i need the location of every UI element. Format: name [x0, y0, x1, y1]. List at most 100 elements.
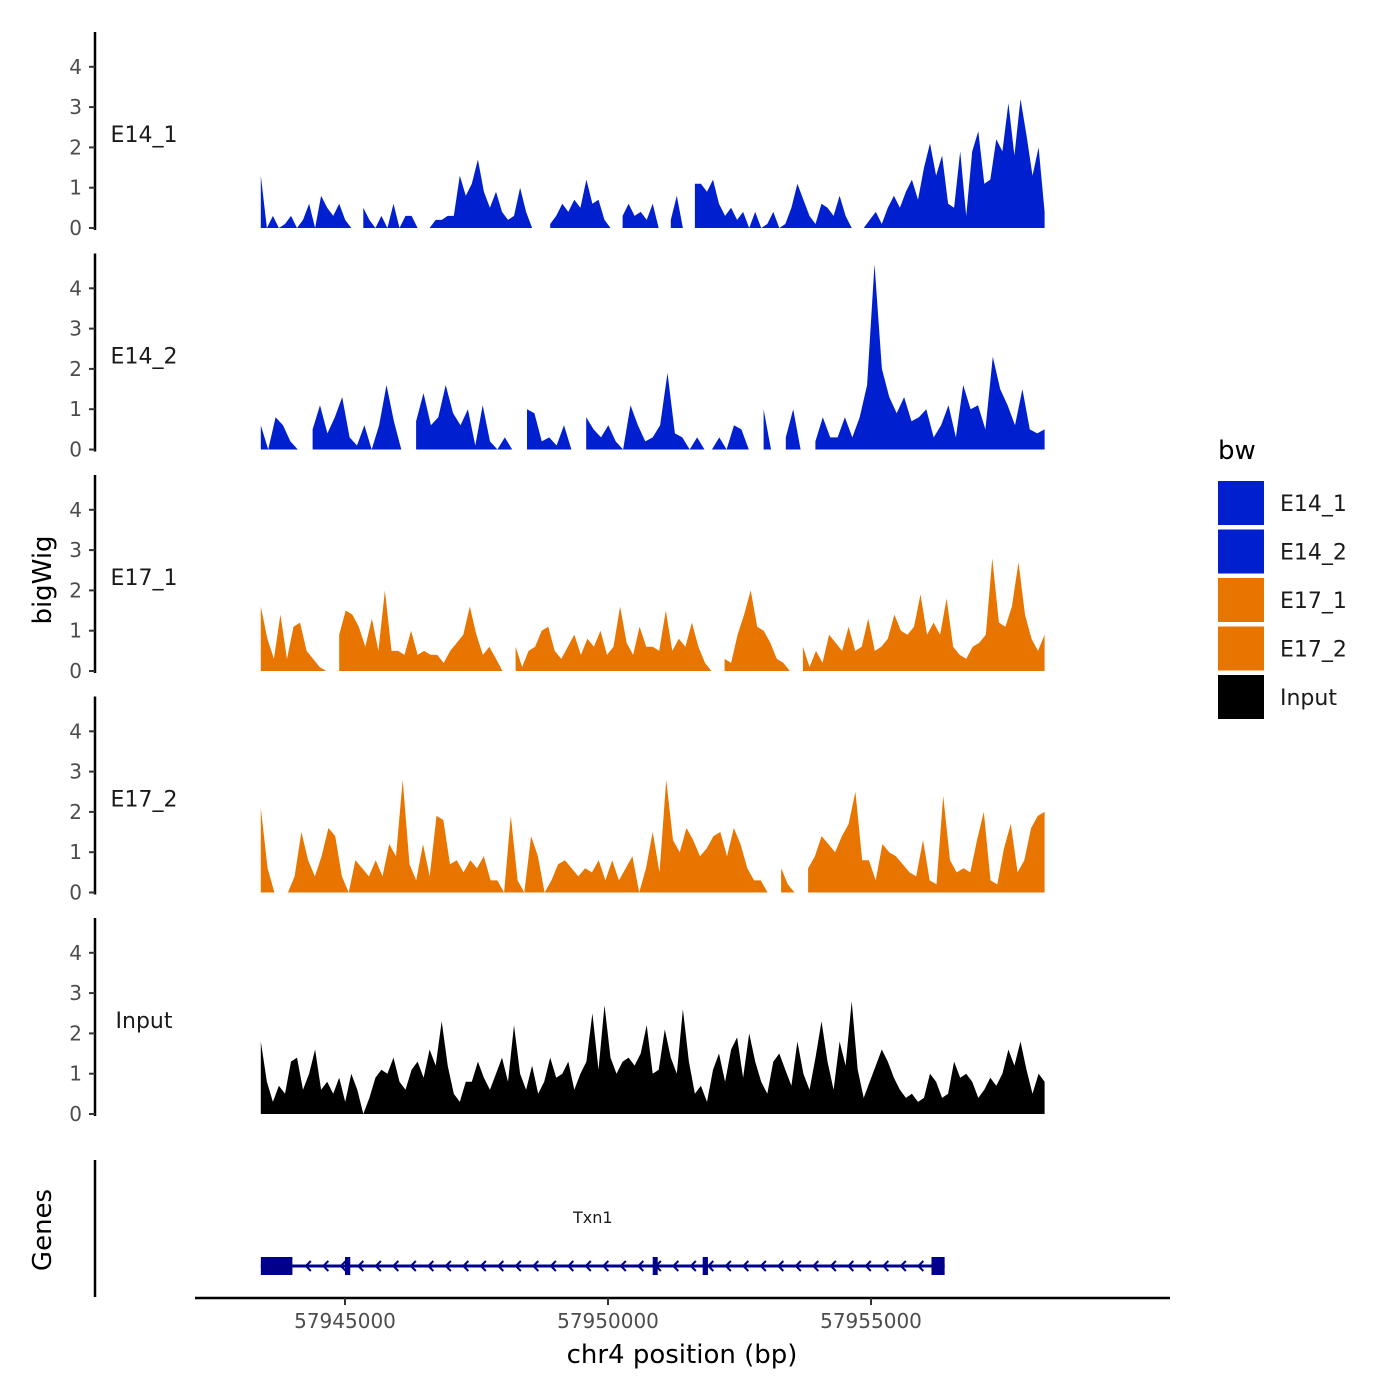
strand-arrow	[374, 1260, 382, 1272]
y-tick-label: 2	[69, 1021, 82, 1045]
y-tick-label: 2	[69, 578, 82, 602]
strand-arrow	[584, 1260, 592, 1272]
x-tick-label: 57945000	[294, 1309, 396, 1333]
y-tick-label: 3	[69, 981, 82, 1005]
track-e17-1: 0 1 2 3 4 E17_1	[69, 475, 1045, 683]
strand-arrow	[811, 1260, 820, 1272]
y-tick-label: 0	[69, 216, 82, 240]
gene-exon	[260, 1257, 293, 1275]
strand-arrow	[916, 1260, 925, 1272]
x-axis: 57945000 57950000 57955000 chr4 position (…	[195, 1296, 1170, 1370]
strand-arrow	[531, 1260, 540, 1272]
track-label: E14_2	[111, 345, 178, 370]
y-tick-label: 0	[69, 1102, 82, 1126]
signal-area-e14-1	[260, 99, 1045, 228]
legend-label: E14_2	[1280, 541, 1347, 566]
x-tick-label: 57955000	[820, 1309, 922, 1333]
gene-panel: Genes Txn1	[28, 1160, 945, 1297]
legend-swatch	[1218, 529, 1264, 574]
y-tick-label: 2	[69, 135, 82, 159]
strand-arrow	[671, 1260, 680, 1272]
strand-arrow	[794, 1260, 802, 1272]
legend-label: E14_1	[1280, 492, 1347, 517]
gene-exon	[345, 1257, 351, 1275]
legend-swatch	[1218, 626, 1264, 671]
strand-arrow	[776, 1260, 785, 1272]
y-tick-label: 3	[69, 317, 82, 341]
y-axis-title: bigWig	[28, 535, 58, 624]
y-tick-label: 4	[69, 498, 82, 522]
strand-arrow	[549, 1260, 557, 1272]
strand-arrow	[759, 1260, 767, 1272]
strand-arrow	[724, 1260, 732, 1272]
strand-arrow	[321, 1260, 330, 1272]
gene-panel-title: Genes	[28, 1189, 58, 1271]
y-tick-label: 1	[69, 176, 82, 200]
strand-arrow	[829, 1260, 837, 1272]
y-tick-label: 1	[69, 397, 82, 421]
track-input: 0 1 2 3 4 Input	[69, 918, 1045, 1126]
strand-arrow	[899, 1260, 907, 1272]
strand-arrow	[444, 1260, 452, 1272]
x-tick-label: 57950000	[557, 1309, 659, 1333]
y-tick-label: 2	[69, 800, 82, 824]
track-label: Input	[116, 1009, 173, 1034]
signal-area-input	[260, 1001, 1045, 1114]
strand-arrow	[619, 1260, 627, 1272]
y-tick-label: 4	[69, 55, 82, 79]
y-tick-label: 1	[69, 619, 82, 643]
track-label: E14_1	[111, 123, 178, 148]
y-tick-label: 4	[69, 719, 82, 743]
gene-exon	[702, 1257, 708, 1275]
strand-arrow	[846, 1260, 855, 1272]
strand-arrow	[304, 1260, 312, 1272]
y-tick-label: 4	[69, 276, 82, 300]
legend-swatch	[1218, 481, 1264, 525]
track-label: E17_1	[111, 566, 178, 591]
track-label: E17_2	[111, 788, 178, 813]
legend-label: Input	[1280, 686, 1337, 711]
gene-exon	[931, 1257, 945, 1275]
legend-swatch	[1218, 675, 1264, 719]
y-tick-label: 4	[69, 941, 82, 965]
strand-arrow	[601, 1260, 610, 1272]
y-tick-label: 2	[69, 357, 82, 381]
strand-arrow	[426, 1260, 435, 1272]
gene-model	[260, 1257, 945, 1275]
track-e14-1: 0 1 2 3 4 E14_1	[69, 32, 1045, 240]
track-e17-2: 0 1 2 3 4 E17_2	[69, 696, 1045, 905]
strand-arrow	[706, 1260, 715, 1272]
signal-area-e17-1	[260, 558, 1045, 671]
strand-arrow	[689, 1260, 697, 1272]
strand-arrow	[356, 1260, 365, 1272]
legend-swatch	[1218, 578, 1264, 622]
strand-arrow	[479, 1260, 487, 1272]
y-tick-label: 0	[69, 659, 82, 683]
strand-arrow	[339, 1260, 347, 1272]
y-tick-label: 1	[69, 840, 82, 864]
strand-arrow	[881, 1260, 890, 1272]
strand-arrow	[461, 1260, 470, 1272]
gene-exon	[652, 1257, 658, 1275]
signal-area-e17-2	[260, 779, 1045, 893]
legend-title: bw	[1218, 436, 1256, 466]
legend: bw E14_1 E14_2 E17_1 E17_2 Input	[1218, 436, 1347, 719]
y-tick-label: 3	[69, 538, 82, 562]
strand-arrow	[496, 1260, 505, 1272]
strand-arrow	[514, 1260, 522, 1272]
strand-arrow	[409, 1260, 417, 1272]
strand-arrow	[864, 1260, 872, 1272]
strand-arrow	[636, 1260, 645, 1272]
y-tick-label: 3	[69, 760, 82, 784]
y-tick-label: 1	[69, 1062, 82, 1086]
legend-label: E17_2	[1280, 638, 1347, 663]
y-tick-label: 0	[69, 881, 82, 905]
legend-entries: E14_1 E14_2 E17_1 E17_2 Input	[1218, 481, 1347, 719]
bigwig-tracks: 0 1 2 3 4 E14_1 0 1 2 3 4 E14_2 0 1 2 3 4 E17_1 0 1 2 3 4 E17_2…	[69, 32, 1045, 1126]
legend-label: E17_1	[1280, 589, 1347, 614]
y-tick-label: 0	[69, 438, 82, 462]
strand-arrow	[741, 1260, 750, 1272]
track-e14-2: 0 1 2 3 4 E14_2	[69, 253, 1045, 462]
gene-label: Txn1	[572, 1208, 613, 1227]
